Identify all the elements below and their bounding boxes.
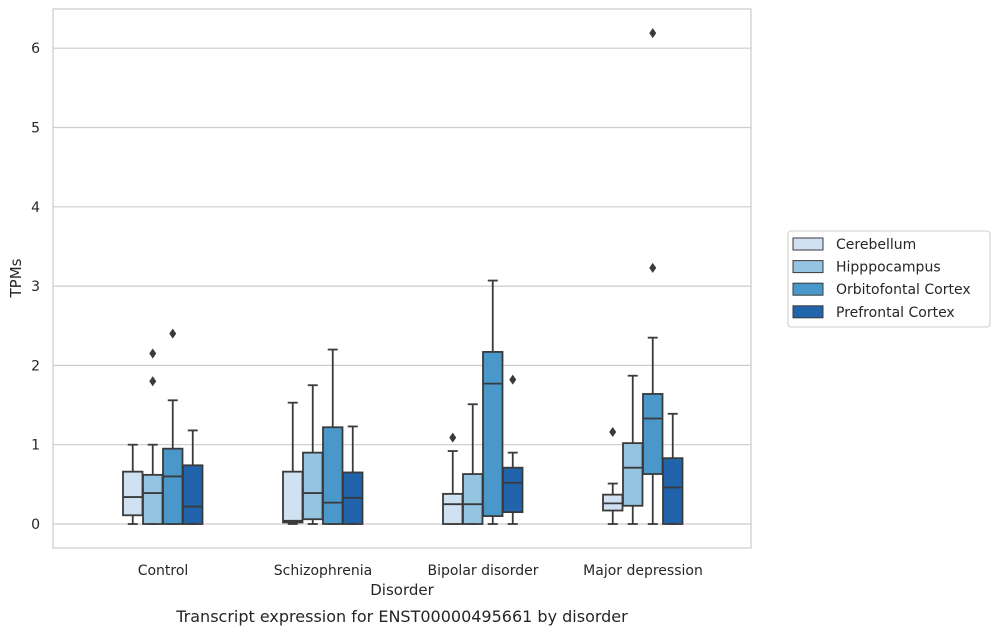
legend-frame bbox=[787, 230, 991, 328]
legend-items: Cerebellum Hipppocampus Orbitofontal Corte… bbox=[792, 237, 971, 321]
box-groups bbox=[122, 28, 684, 525]
iqr-box bbox=[482, 351, 504, 517]
x-tick-label: Schizophrenia bbox=[274, 563, 372, 579]
x-tick-label: Control bbox=[138, 563, 189, 579]
legend-swatch bbox=[792, 282, 824, 296]
box-hipppocampus bbox=[142, 348, 164, 525]
iqr-box bbox=[622, 442, 644, 507]
y-tick-label: 0 bbox=[31, 517, 40, 533]
plot-area-frame bbox=[52, 8, 752, 549]
legend-entry: Cerebellum bbox=[836, 237, 916, 253]
iqr-box bbox=[442, 492, 464, 525]
y-tick-label: 4 bbox=[31, 200, 40, 216]
box-cerebellum bbox=[602, 427, 624, 525]
iqr-box bbox=[122, 470, 144, 517]
y-axis-ticks: 0 1 2 3 4 5 6 bbox=[31, 41, 40, 533]
x-axis-title: Disorder bbox=[370, 581, 434, 599]
box-cerebellum bbox=[442, 432, 464, 525]
y-tick-label: 2 bbox=[31, 358, 40, 374]
iqr-box bbox=[322, 426, 344, 525]
iqr-box bbox=[162, 447, 184, 525]
box-prefrontal-cortex bbox=[342, 425, 364, 525]
outlier-point bbox=[149, 376, 157, 387]
outlier-point bbox=[169, 328, 177, 339]
legend-swatch bbox=[792, 260, 824, 274]
y-tick-label: 1 bbox=[31, 438, 40, 454]
y-tick-label: 6 bbox=[31, 41, 40, 57]
box-orbitofontal-cortex bbox=[642, 28, 664, 525]
legend-entry: Orbitofontal Cortex bbox=[836, 282, 971, 298]
legend-entry: Hipppocampus bbox=[836, 260, 941, 276]
x-axis-ticks: Control Schizophrenia Bipolar disorder Majo… bbox=[138, 563, 703, 579]
outlier-point bbox=[149, 348, 157, 359]
iqr-box bbox=[182, 464, 204, 525]
iqr-box bbox=[462, 473, 484, 525]
legend-swatch bbox=[792, 237, 824, 251]
box-hipppocampus bbox=[462, 403, 484, 525]
outlier-point bbox=[649, 262, 657, 273]
x-tick-label: Bipolar disorder bbox=[427, 563, 538, 579]
y-tick-label: 5 bbox=[31, 121, 40, 137]
box-prefrontal-cortex bbox=[502, 374, 524, 525]
outlier-point bbox=[609, 427, 617, 438]
iqr-box bbox=[142, 473, 164, 525]
box-hipppocampus bbox=[302, 384, 324, 525]
y-tick-label: 3 bbox=[31, 279, 40, 295]
box-orbitofontal-cortex bbox=[162, 328, 184, 525]
outlier-point bbox=[449, 432, 457, 443]
outlier-point bbox=[649, 28, 657, 39]
legend: Cerebellum Hipppocampus Orbitofontal Corte… bbox=[787, 230, 991, 328]
x-tick-label: Major depression bbox=[583, 563, 703, 579]
y-axis-title: TPMs bbox=[7, 258, 25, 298]
box-cerebellum bbox=[282, 401, 304, 525]
box-prefrontal-cortex bbox=[182, 429, 204, 525]
grid-lines bbox=[53, 47, 751, 525]
box-orbitofontal-cortex bbox=[322, 348, 344, 525]
box-cerebellum bbox=[122, 443, 144, 525]
legend-swatch bbox=[792, 305, 824, 319]
iqr-box bbox=[282, 470, 304, 524]
iqr-box bbox=[642, 393, 664, 475]
legend-entry: Prefrontal Cortex bbox=[836, 305, 955, 321]
box-prefrontal-cortex bbox=[662, 412, 684, 525]
iqr-box bbox=[302, 451, 324, 521]
box-orbitofontal-cortex bbox=[482, 279, 504, 525]
iqr-box bbox=[502, 466, 524, 514]
iqr-box bbox=[662, 457, 684, 525]
box-hipppocampus bbox=[622, 374, 644, 525]
outlier-point bbox=[509, 374, 517, 385]
chart-caption: Transcript expression for ENST0000049566… bbox=[175, 607, 628, 626]
